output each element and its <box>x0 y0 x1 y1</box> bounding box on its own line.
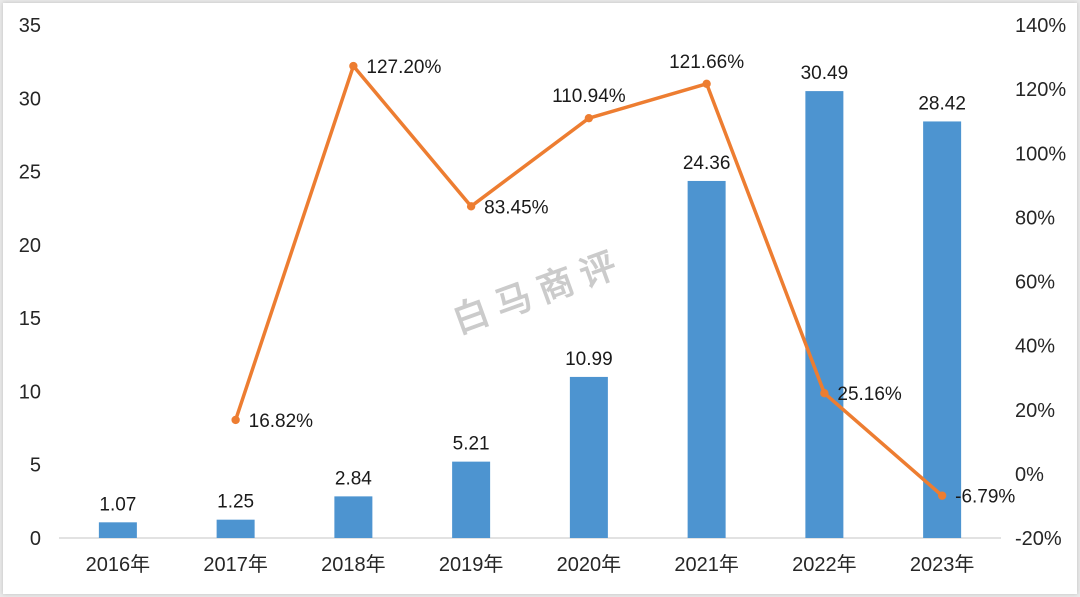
right-axis-tick-label: -20% <box>1015 528 1062 550</box>
left-axis-tick-label: 35 <box>19 15 41 37</box>
line-value-label: 16.82% <box>249 411 314 432</box>
left-axis-tick-label: 0 <box>30 528 41 550</box>
left-axis-tick-label: 20 <box>19 235 41 257</box>
left-axis-tick-label: 10 <box>19 381 41 403</box>
bar-value-label: 2.84 <box>335 468 372 489</box>
left-axis-tick-label: 15 <box>19 308 41 330</box>
bar-value-label: 1.25 <box>217 492 254 513</box>
line-marker <box>937 491 947 500</box>
combo-chart: 0 5 10 15 20 25 30 35 -20% 0% 20% 40% 60% 80% 100% 120%… <box>19 15 1067 576</box>
right-axis-tick-label: 40% <box>1015 336 1055 358</box>
bar-value-label: 28.42 <box>918 93 966 114</box>
right-axis-tick-label: 0% <box>1015 464 1044 486</box>
line-value-label: 121.66% <box>669 52 744 73</box>
bar-value-label: 5.21 <box>453 434 490 455</box>
left-axis-tick-label: 5 <box>30 455 41 477</box>
line-marker <box>702 79 711 89</box>
bar-2017年 <box>216 519 255 538</box>
right-axis-tick-label: 140% <box>1015 15 1066 37</box>
right-axis-tick-label: 60% <box>1015 272 1055 294</box>
bar-2019年 <box>452 461 491 538</box>
bar-2020年 <box>569 376 608 538</box>
bar-value-label: 10.99 <box>565 349 613 370</box>
line-marker <box>231 415 240 425</box>
bar-value-label: 24.36 <box>683 153 731 174</box>
watermark-text: 白马商评 <box>447 241 630 341</box>
bar-2022年 <box>805 91 844 539</box>
chart-card: 0 5 10 15 20 25 30 35 -20% 0% 20% 40% 60% 80% 100% 120%… <box>3 3 1077 594</box>
line-marker <box>349 61 358 71</box>
x-axis-category-label: 2023年 <box>910 553 975 576</box>
line-value-label: 127.20% <box>366 57 441 78</box>
line-marker <box>466 202 476 211</box>
bar-2023年 <box>923 121 962 538</box>
line-marker <box>820 389 829 398</box>
right-axis-tick-label: 120% <box>1015 79 1066 101</box>
line-marker <box>584 113 594 123</box>
bar-2016年 <box>98 522 137 538</box>
x-axis-category-label: 2019年 <box>439 553 504 576</box>
line-value-label: 25.16% <box>837 384 902 405</box>
x-axis-category-label: 2016年 <box>86 553 151 576</box>
left-axis-tick-label: 30 <box>19 88 41 110</box>
right-axis-tick-label: 100% <box>1015 143 1066 165</box>
x-axis-category-label: 2017年 <box>203 553 268 576</box>
x-axis-category-label: 2020年 <box>557 553 622 576</box>
line-value-label: 83.45% <box>484 197 549 218</box>
bar-value-label: 30.49 <box>801 63 849 84</box>
bar-value-label: 1.07 <box>99 494 136 515</box>
x-axis-category-label: 2021年 <box>674 553 739 576</box>
x-axis-category-label: 2022年 <box>792 553 857 576</box>
left-axis-tick-label: 25 <box>19 162 41 184</box>
x-axis-category-label: 2018年 <box>321 553 386 576</box>
bar-2018年 <box>334 496 373 538</box>
right-axis-tick-label: 20% <box>1015 400 1055 422</box>
line-value-label: -6.79% <box>955 487 1015 508</box>
line-value-label: 110.94% <box>552 86 626 107</box>
bar-2021年 <box>687 180 726 538</box>
right-axis-tick-label: 80% <box>1015 207 1055 229</box>
